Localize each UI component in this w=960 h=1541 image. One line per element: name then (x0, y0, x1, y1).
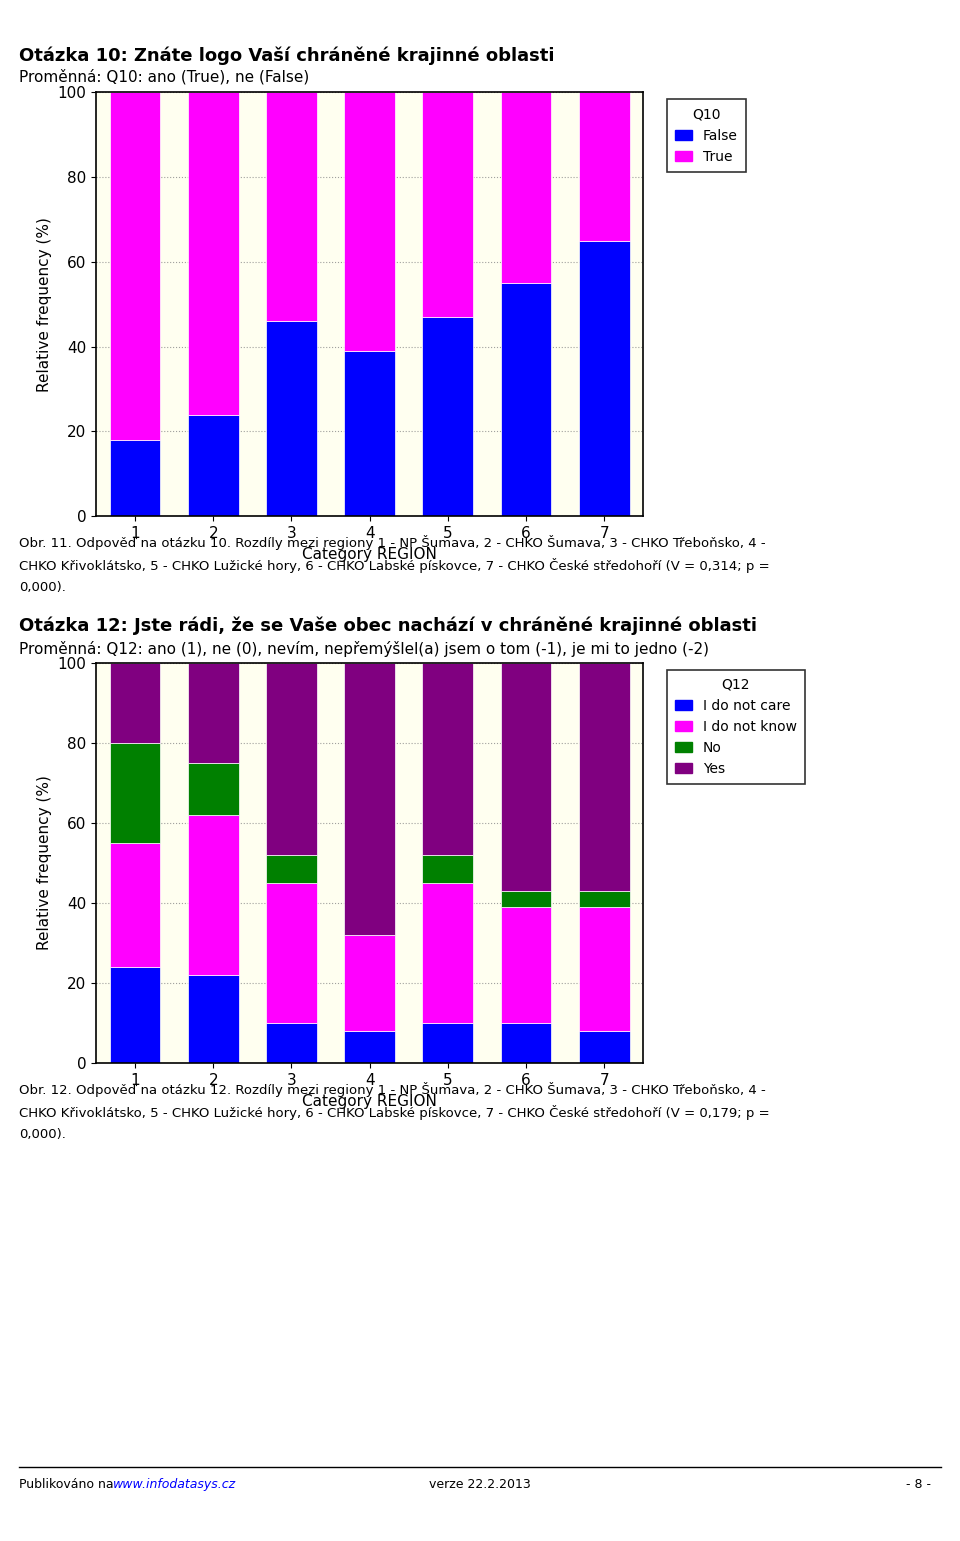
Bar (579, 908, 630, 1031)
X-axis label: Category REGION: Category REGION (302, 547, 437, 561)
Bar (188, 815, 239, 975)
Bar (500, 284, 551, 516)
Bar (188, 415, 239, 516)
Bar (266, 663, 317, 855)
Bar (422, 883, 473, 1023)
Bar (109, 92, 160, 439)
Bar (266, 1023, 317, 1063)
Bar (345, 935, 395, 1031)
Text: Proměnná: Q10: ano (True), ne (False): Proměnná: Q10: ano (True), ne (False) (19, 69, 309, 85)
Bar (109, 439, 160, 516)
Bar (579, 891, 630, 908)
Bar (345, 1031, 395, 1063)
Legend: I do not care, I do not know, No, Yes: I do not care, I do not know, No, Yes (666, 670, 805, 784)
Bar (500, 663, 551, 891)
Bar (579, 240, 630, 516)
Bar (266, 883, 317, 1023)
Bar (500, 1023, 551, 1063)
Text: www.infodatasys.cz: www.infodatasys.cz (113, 1478, 236, 1490)
Bar (345, 663, 395, 935)
Text: Obr. 12. Odpověď na otázku 12. Rozdíly mezi regiony 1 - NP Šumava, 2 - CHKO Šuma: Obr. 12. Odpověď na otázku 12. Rozdíly m… (19, 1082, 766, 1097)
Text: CHKO Křivoklátsko, 5 - CHKO Lužické hory, 6 - CHKO Labské pískovce, 7 - CHKO Čes: CHKO Křivoklátsko, 5 - CHKO Lužické hory… (19, 558, 770, 573)
Bar (266, 322, 317, 516)
Text: CHKO Křivoklátsko, 5 - CHKO Lužické hory, 6 - CHKO Labské pískovce, 7 - CHKO Čes: CHKO Křivoklátsko, 5 - CHKO Lužické hory… (19, 1105, 770, 1120)
Bar (188, 663, 239, 763)
Bar (579, 92, 630, 240)
Bar (422, 1023, 473, 1063)
Bar (188, 763, 239, 815)
Bar (345, 351, 395, 516)
Bar (266, 855, 317, 883)
Text: Otázka 10: Znáte logo Vaší chráněné krajinné oblasti: Otázka 10: Znáte logo Vaší chráněné kraj… (19, 46, 555, 65)
Text: - 8 -: - 8 - (906, 1478, 931, 1490)
Bar (500, 908, 551, 1023)
Bar (345, 92, 395, 351)
Text: Obr. 11. Odpověď na otázku 10. Rozdíly mezi regiony 1 - NP Šumava, 2 - CHKO Šuma: Obr. 11. Odpověď na otázku 10. Rozdíly m… (19, 535, 766, 550)
Legend: False, True: False, True (666, 100, 746, 173)
Bar (579, 663, 630, 891)
Text: verze 22.2.2013: verze 22.2.2013 (429, 1478, 531, 1490)
Text: Proměnná: Q12: ano (1), ne (0), nevím, nepřemýšlel(a) jsem o tom (-1), je mi to : Proměnná: Q12: ano (1), ne (0), nevím, n… (19, 641, 709, 656)
Bar (422, 663, 473, 855)
Bar (422, 92, 473, 317)
Bar (109, 663, 160, 743)
Bar (579, 1031, 630, 1063)
Y-axis label: Relative frequency (%): Relative frequency (%) (36, 217, 52, 391)
Text: 0,000).: 0,000). (19, 581, 66, 593)
Bar (422, 855, 473, 883)
Bar (188, 92, 239, 415)
Bar (188, 975, 239, 1063)
Bar (500, 891, 551, 908)
Text: 0,000).: 0,000). (19, 1128, 66, 1140)
Y-axis label: Relative frequency (%): Relative frequency (%) (36, 775, 52, 951)
Bar (500, 92, 551, 284)
Bar (109, 743, 160, 843)
Bar (266, 92, 317, 322)
Text: Publikováno na: Publikováno na (19, 1478, 118, 1490)
X-axis label: Category REGION: Category REGION (302, 1094, 437, 1108)
Text: Otázka 12: Jste rádi, že se Vaše obec nachází v chráněné krajinné oblasti: Otázka 12: Jste rádi, že se Vaše obec na… (19, 616, 757, 635)
Bar (109, 843, 160, 968)
Bar (109, 968, 160, 1063)
Bar (422, 317, 473, 516)
